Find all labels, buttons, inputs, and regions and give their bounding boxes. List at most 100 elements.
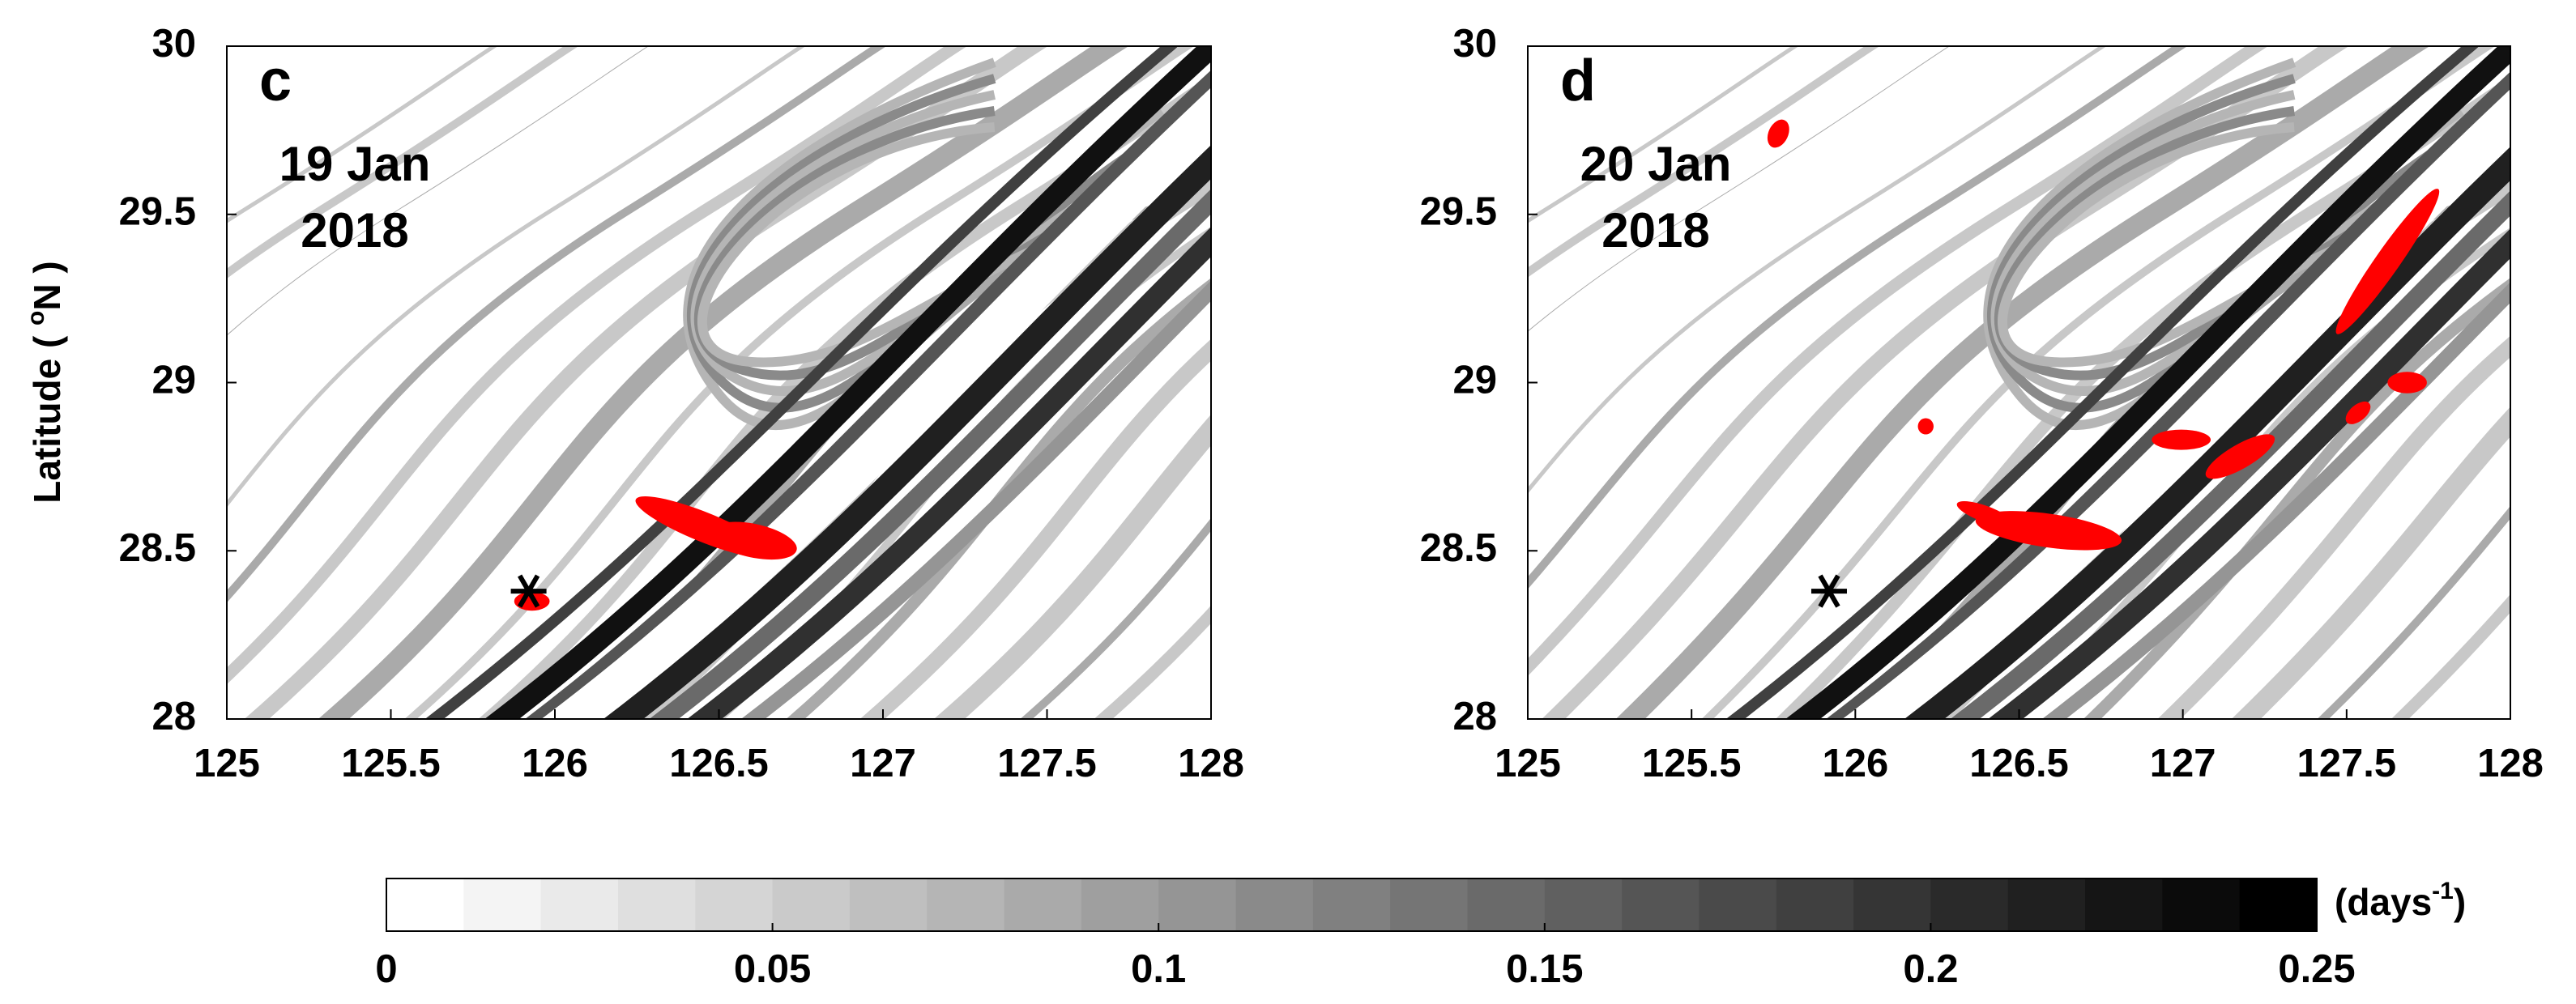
- colorbar-segment: [695, 878, 774, 931]
- x-tick-label: 127: [850, 742, 916, 785]
- x-tick-label: 125: [194, 742, 260, 785]
- colorbar-segment: [1853, 878, 1931, 931]
- tracer-patch: [2152, 429, 2211, 450]
- ridge: [227, 46, 968, 685]
- tracer-patch: [2335, 189, 2440, 334]
- colorbar-segment: [2085, 878, 2163, 931]
- ridge: [859, 338, 1211, 719]
- x-tick-label: 125.5: [341, 742, 441, 785]
- date-annotation: 2018: [1601, 203, 1709, 257]
- colorbar-segment: [1158, 878, 1237, 931]
- ridge: [1528, 46, 1951, 332]
- y-label-text: N ): [26, 261, 68, 310]
- ridge: [1725, 46, 2480, 719]
- marker-stroke: [518, 574, 540, 608]
- ridge: [1842, 89, 2510, 719]
- tracer-patch: [710, 521, 797, 560]
- site-marker: [1810, 574, 1847, 608]
- x-tick-label: 128: [2477, 742, 2544, 785]
- colorbar-label-text: ): [2454, 881, 2466, 923]
- ridge: [1528, 46, 1880, 278]
- date-annotation: 19 Jan: [279, 137, 431, 191]
- y-axis-label: Latitude ( oN ): [23, 261, 68, 503]
- ridge: [1528, 46, 2269, 676]
- ridge: [478, 74, 1211, 719]
- ridge: [603, 145, 1211, 719]
- ridge: [786, 278, 1211, 719]
- colorbar-label-text: (days: [2335, 881, 2432, 923]
- ridge: [1528, 46, 2188, 589]
- ridge: [2317, 505, 2510, 719]
- ridge: [525, 70, 1211, 719]
- colorbar-label: (days-1): [2335, 878, 2466, 923]
- x-tick-label: 128: [1178, 742, 1244, 785]
- site-marker: [510, 574, 547, 608]
- y-tick-label: 28: [1452, 695, 1497, 738]
- colorbar-tick-label: 0.25: [2278, 947, 2355, 991]
- colorbar-segment: [849, 878, 928, 931]
- x-tick-label: 126: [522, 742, 588, 785]
- x-tick-label: 127.5: [2297, 742, 2397, 785]
- y-tick-label: 29: [151, 358, 196, 402]
- ridge: [1785, 46, 2510, 719]
- colorbar-tick-label: 0.1: [1131, 947, 1186, 991]
- ridge: [227, 46, 806, 508]
- colorbar-segment: [1467, 878, 1546, 931]
- x-tick-label: 126: [1822, 742, 1888, 785]
- tracer-patch: [1917, 418, 1934, 435]
- date-annotation: 2018: [301, 203, 408, 257]
- ridge: [541, 87, 1211, 719]
- ridge: [2231, 406, 2510, 719]
- tracer-patch: [1767, 119, 1789, 148]
- y-tick-label: 29: [1452, 358, 1497, 402]
- ridge: [649, 189, 1211, 719]
- ridge: [1950, 190, 2510, 719]
- ridge: [740, 280, 1211, 719]
- y-label-text: Latitude (: [26, 325, 68, 504]
- colorbar-tick-label: 0.15: [1506, 947, 1583, 991]
- ridge: [227, 46, 579, 279]
- colorbar-segment: [2239, 878, 2318, 931]
- ftle-field: [227, 46, 1211, 719]
- ridge: [1826, 71, 2510, 719]
- colorbar-segment: [540, 878, 619, 931]
- y-tick-label: 28.5: [119, 526, 196, 570]
- ridge: [227, 46, 650, 336]
- colorbar-segment: [617, 878, 696, 931]
- colorbar-tick-label: 0.2: [1903, 947, 1958, 991]
- y-tick-label: 30: [1452, 22, 1497, 66]
- colorbar-segment: [1699, 878, 1777, 931]
- colorbar-segment: [772, 878, 851, 931]
- colorbar-segment: [463, 878, 542, 931]
- ridge: [404, 46, 1195, 719]
- colorbar-segment: [1776, 878, 1854, 931]
- ridge: [2157, 335, 2510, 719]
- ridge: [1701, 46, 2496, 719]
- ridge: [227, 46, 887, 603]
- colorbar-segment: [1081, 878, 1159, 931]
- ridge: [687, 227, 1211, 719]
- colorbar-segment: [1235, 878, 1314, 931]
- colorbar-segment: [1622, 878, 1700, 931]
- y-label-sup: o: [23, 311, 49, 325]
- ridge: [424, 46, 1179, 719]
- colorbar-segment: [1004, 878, 1082, 931]
- colorbar-label-sup: -1: [2432, 878, 2454, 904]
- ridge: [2041, 282, 2510, 719]
- colorbar-tick-label: 0: [375, 947, 397, 991]
- tracer-patch: [2205, 434, 2275, 479]
- y-tick-label: 30: [151, 22, 196, 66]
- ridge: [318, 46, 1129, 719]
- tracer-patch: [2387, 372, 2427, 394]
- colorbar-segment: [1390, 878, 1468, 931]
- ridge: [1020, 517, 1211, 719]
- x-tick-label: 126.5: [1969, 742, 2069, 785]
- date-annotation: 20 Jan: [1580, 137, 1732, 191]
- colorbar-segment: [2162, 878, 2241, 931]
- tracer-patch: [1956, 500, 2013, 527]
- ridge: [1528, 46, 2107, 494]
- ridge: [1988, 228, 2510, 719]
- ftle-field: [1528, 46, 2510, 719]
- x-tick-label: 126.5: [669, 742, 769, 785]
